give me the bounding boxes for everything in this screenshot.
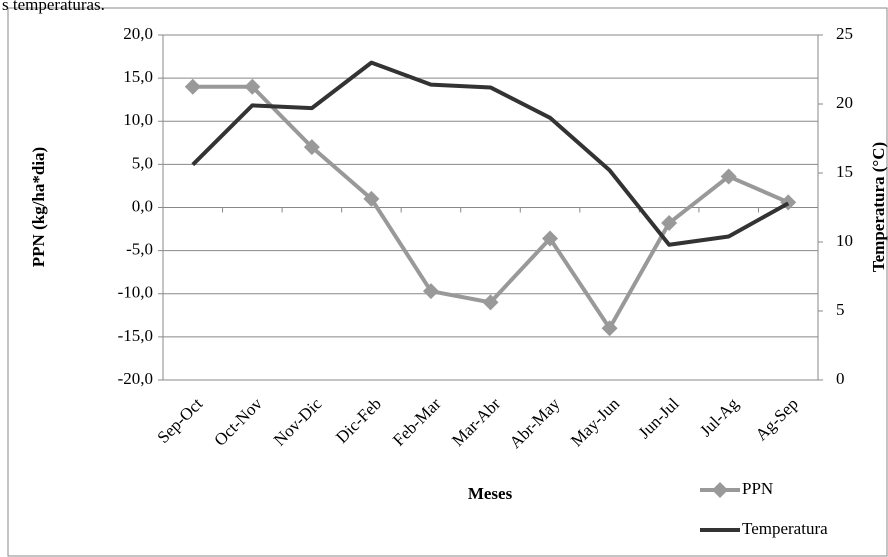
legend-label: PPN (742, 479, 773, 498)
x-tick-label: Oct-Nov (210, 394, 266, 450)
marker (303, 139, 320, 156)
y2-tick-label: 25 (836, 24, 853, 43)
marker (244, 78, 261, 95)
x-tick-label: Ag-Sep (752, 394, 802, 444)
y2-tick-label: 0 (836, 369, 845, 388)
marker (482, 294, 499, 311)
x-tick-label: Abr-May (506, 394, 564, 452)
marker (422, 283, 439, 300)
marker (720, 168, 737, 185)
marker (363, 190, 380, 207)
series-line (191, 60, 790, 247)
y-tick-label: 20,0 (123, 24, 153, 43)
x-tick-label: Nov-Dic (270, 394, 326, 450)
marker (601, 320, 618, 337)
x-tick-label: Dic-Feb (332, 394, 385, 447)
legend-marker (712, 482, 728, 498)
y-tick-label: -5,0 (126, 240, 153, 259)
x-tick-label: May-Jun (567, 394, 624, 451)
y-tick-label: -15,0 (118, 326, 153, 345)
y-tick-label: 15,0 (123, 67, 153, 86)
y-tick-label: -20,0 (118, 369, 153, 388)
marker (661, 215, 678, 232)
x-tick-label: Mar-Abr (448, 394, 504, 450)
caption-fragment: s temperaturas. (2, 0, 105, 14)
marker (542, 230, 559, 247)
y2-axis-title: Temperatura (°C) (869, 142, 888, 272)
y-tick-label: 10,0 (123, 110, 153, 129)
y-tick-label: -10,0 (118, 283, 153, 302)
y-tick-label: 5,0 (132, 153, 153, 172)
y-tick-label: 0,0 (132, 196, 153, 215)
y2-tick-label: 10 (836, 231, 853, 250)
x-tick-label: Jul-Ag (696, 394, 743, 441)
y2-tick-label: 5 (836, 300, 845, 319)
y2-tick-label: 20 (836, 93, 853, 112)
legend-label: Temperatura (742, 519, 828, 538)
y-axis-title: PPN (kg/ha*dia) (29, 147, 48, 267)
x-tick-label: Feb-Mar (389, 394, 445, 450)
x-tick-label: Jun-Jul (635, 394, 683, 442)
y2-tick-label: 15 (836, 162, 853, 181)
x-tick-label: Sep-Oct (154, 394, 207, 447)
chart-frame (7, 7, 888, 557)
x-axis-title: Meses (468, 484, 513, 503)
marker (184, 78, 201, 95)
